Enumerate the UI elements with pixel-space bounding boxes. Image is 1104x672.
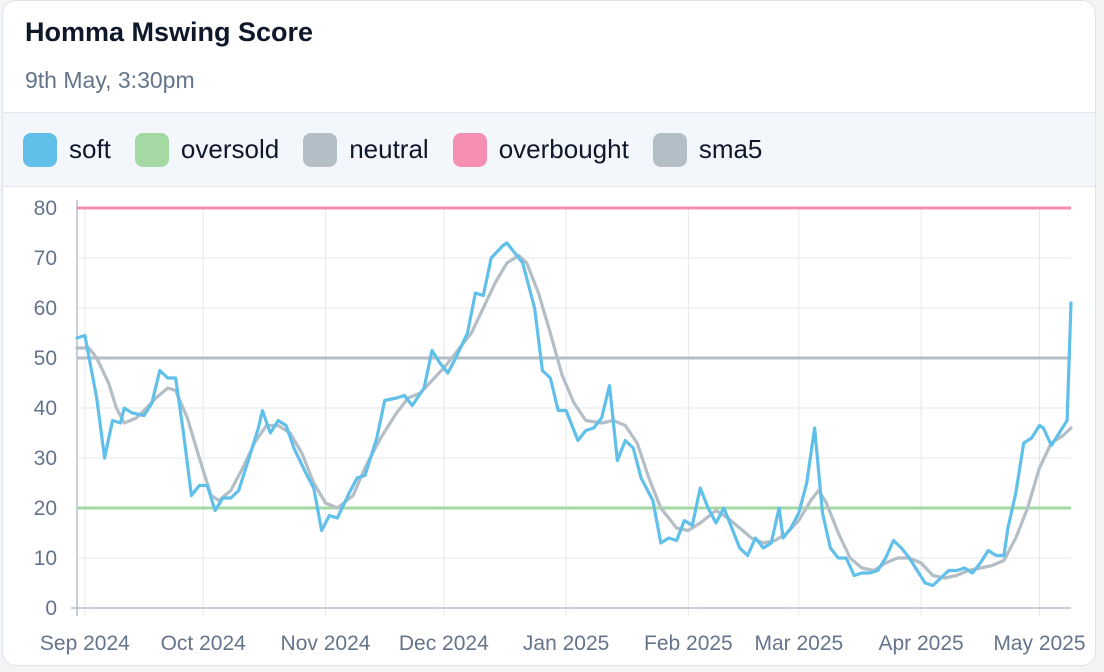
legend-swatch-sma5	[652, 132, 687, 167]
legend-label-sma5: sma5	[698, 134, 763, 164]
card-header: Homma Mswing Score 9th May, 3:30pm	[3, 1, 1095, 113]
legend-swatch-oversold	[134, 132, 169, 167]
x-tick-label: Feb 2025	[644, 632, 733, 655]
legend-item-soft[interactable]: soft	[23, 132, 111, 167]
x-tick-label: Nov 2024	[281, 632, 371, 655]
legend-item-sma5[interactable]: sma5	[652, 132, 763, 167]
x-tick-label: Apr 2025	[878, 632, 963, 655]
y-tick-label: 0	[45, 597, 57, 620]
y-tick-label: 80	[34, 197, 57, 220]
x-tick-label: Sep 2024	[40, 632, 130, 655]
sma5-series-line	[75, 253, 1073, 580]
chart-legend: soft oversold neutral overbought sma5	[3, 113, 1095, 187]
legend-label-oversold: oversold	[180, 134, 280, 164]
x-tick-label: Oct 2024	[161, 632, 247, 655]
line-chart: 0 10 20 30 40 50 60 70 80 Sep 2024 Oct 2024 Nov 202…	[34, 197, 1086, 655]
legend-swatch-overbought	[452, 132, 487, 167]
legend-label-neutral: neutral	[349, 134, 429, 164]
legend-label-soft: soft	[69, 134, 111, 164]
legend-item-oversold[interactable]: oversold	[134, 132, 280, 167]
x-tick-label: May 2025	[993, 632, 1085, 655]
x-tick-label: Jan 2025	[523, 632, 609, 655]
y-tick-label: 60	[34, 297, 57, 320]
legend-label-overbought: overbought	[498, 134, 629, 164]
chart-timestamp: 9th May, 3:30pm	[25, 67, 195, 93]
chart-title: Homma Mswing Score	[25, 17, 314, 47]
soft-series-line	[75, 241, 1073, 588]
y-tick-label: 40	[34, 397, 57, 420]
x-tick-label: Dec 2024	[399, 632, 489, 655]
y-tick-label: 20	[34, 497, 57, 520]
y-tick-label: 30	[34, 447, 57, 470]
legend-item-overbought[interactable]: overbought	[452, 132, 629, 167]
y-tick-label: 70	[34, 247, 57, 270]
legend-swatch-neutral	[303, 132, 338, 167]
legend-swatch-soft	[23, 132, 57, 167]
y-tick-label: 50	[34, 347, 57, 370]
x-tick-label: Mar 2025	[754, 632, 843, 655]
y-tick-label: 10	[34, 547, 57, 570]
legend-item-neutral[interactable]: neutral	[303, 132, 429, 167]
